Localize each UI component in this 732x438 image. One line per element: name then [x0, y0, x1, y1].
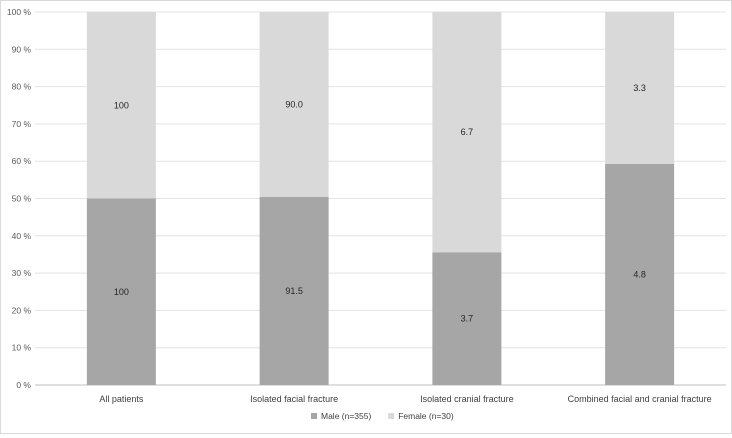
legend-label: Female (n=30) — [398, 411, 454, 421]
data-label: 3.3 — [633, 83, 646, 93]
y-tick-label: 80 % — [12, 82, 32, 92]
bar-segment — [259, 197, 329, 385]
y-tick-label: 70 % — [12, 119, 32, 129]
x-axis-labels: All patients Isolated facial fracture Isol… — [99, 394, 711, 404]
bar-segment — [605, 163, 675, 385]
y-tick-label: 60 % — [12, 156, 32, 166]
y-tick-label: 90 % — [12, 44, 32, 54]
bar-segment — [86, 198, 156, 385]
data-label: 100 — [114, 287, 129, 297]
y-tick-label: 30 % — [12, 268, 32, 278]
y-tick-label: 0 % — [16, 380, 31, 390]
legend-swatch — [311, 413, 317, 419]
bar-segment — [259, 12, 329, 198]
x-category-label: Combined facial and cranial fracture — [568, 394, 712, 404]
data-label: 100 — [114, 100, 129, 110]
data-label: 3.7 — [461, 314, 474, 324]
x-category-label: Isolated cranial fracture — [420, 394, 514, 404]
y-axis-ticks: 0 % 10 % 20 % 30 % 40 % 50 % 60 % 70 % 80 % 90 % 1… — [7, 7, 32, 390]
data-label: 4.8 — [633, 269, 646, 279]
bar-segment — [605, 12, 675, 164]
legend-swatch — [388, 413, 395, 419]
bars: 100 100 91.5 90.0 3.7 6.7 4.8 3.3 — [86, 12, 675, 385]
legend-label: Male (n=355) — [321, 411, 371, 421]
y-tick-label: 50 % — [12, 194, 32, 204]
y-tick-label: 20 % — [12, 305, 32, 315]
y-tick-label: 10 % — [12, 343, 32, 353]
x-category-label: All patients — [99, 394, 144, 404]
data-label: 91.5 — [285, 286, 303, 296]
legend: Male (n=355) Female (n=30) — [311, 411, 454, 421]
y-tick-label: 100 % — [7, 7, 32, 17]
bar-segment — [432, 12, 502, 253]
x-category-label: Isolated facial fracture — [250, 394, 338, 404]
y-tick-label: 40 % — [12, 231, 32, 241]
bar-segment — [86, 12, 156, 199]
bar-segment — [432, 252, 502, 385]
data-label: 6.7 — [461, 127, 474, 137]
data-label: 90.0 — [285, 100, 303, 110]
